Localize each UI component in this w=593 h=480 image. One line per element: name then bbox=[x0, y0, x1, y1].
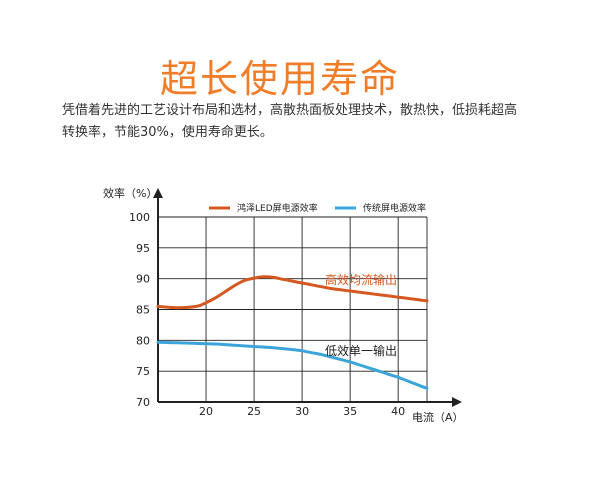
y-tick-label-70: 70 bbox=[136, 396, 150, 409]
x-tick-label-35: 35 bbox=[343, 405, 357, 418]
grid bbox=[158, 216, 428, 402]
x-axis-title: 电流（A） bbox=[412, 410, 464, 424]
series bbox=[156, 275, 429, 390]
annotation-low-efficiency: 低效单一输出 bbox=[325, 343, 397, 358]
x-tick-label-40: 40 bbox=[391, 405, 405, 418]
x-tick-label-25: 25 bbox=[247, 405, 261, 418]
legend-label-traditional: 传统屏电源效率 bbox=[363, 202, 426, 214]
legend: 鸿泽LED屏电源效率 传统屏电源效率 bbox=[209, 202, 426, 214]
y-tick-label-100: 100 bbox=[129, 211, 150, 224]
y-tick-label-80: 80 bbox=[136, 334, 150, 347]
x-tick-label-30: 30 bbox=[295, 405, 309, 418]
x-tick-label-20: 20 bbox=[199, 405, 213, 418]
y-tick-label-75: 75 bbox=[136, 365, 150, 378]
series-line-hongze bbox=[156, 275, 429, 310]
page-headline: 超长使用寿命 bbox=[159, 57, 400, 101]
legend-label-hongze: 鸿泽LED屏电源效率 bbox=[237, 202, 318, 214]
axes: 效率（%） 电流（A） bbox=[103, 186, 464, 424]
annotation-high-efficiency: 高效均流输出 bbox=[325, 272, 397, 287]
y-tick-label-95: 95 bbox=[136, 242, 150, 255]
series-line-traditional bbox=[156, 340, 429, 390]
series-annotations: 高效均流输出 低效单一输出 bbox=[325, 272, 397, 358]
y-axis-title: 效率（%） bbox=[103, 186, 157, 200]
y-tick-label-90: 90 bbox=[136, 273, 150, 286]
intro-paragraph: 凭借着先进的工艺设计布局和选材，高散热面板处理技术，散热快，低损耗超高转换率，节… bbox=[62, 103, 518, 140]
y-tick-label-85: 85 bbox=[136, 304, 150, 317]
tick-labels: 70 75 80 85 90 95 100 20 25 30 35 40 bbox=[129, 211, 405, 418]
